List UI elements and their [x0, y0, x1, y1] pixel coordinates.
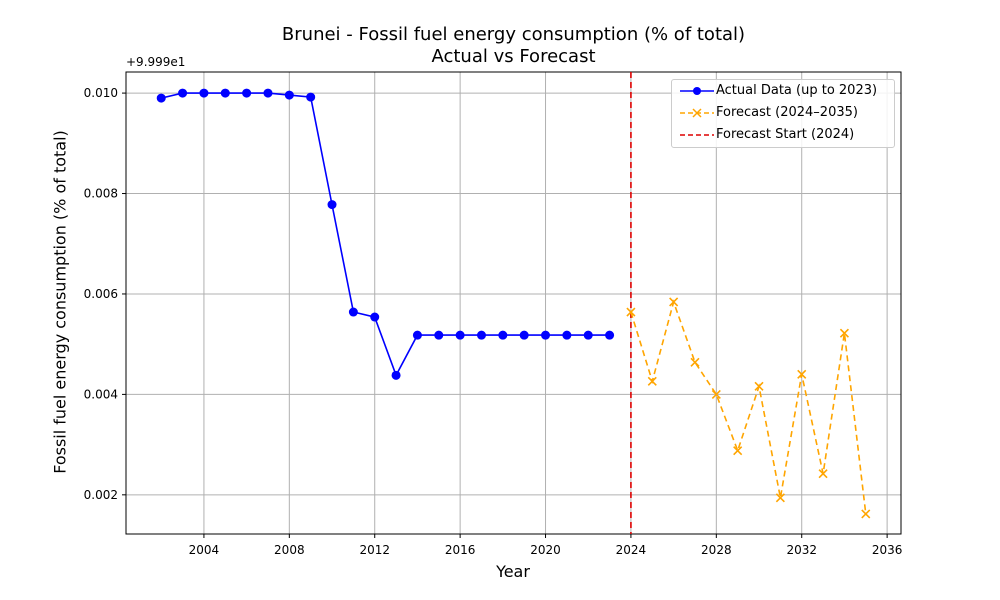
legend-label-actual: Actual Data (up to 2023) — [716, 83, 878, 98]
legend-label-forecast: Forecast (2024–2035) — [716, 105, 858, 120]
legend-label-forecast-start: Forecast Start (2024) — [716, 127, 855, 142]
forecast-data-point — [733, 446, 743, 456]
legend-item-actual: Actual Data (up to 2023) — [672, 81, 894, 101]
x-tick-label: 2024 — [616, 543, 647, 557]
legend-dashed-x-marker-icon — [680, 108, 714, 118]
forecast-data-point — [626, 307, 636, 317]
legend-line-marker-icon — [680, 87, 714, 95]
actual-data-point — [455, 330, 465, 340]
plot-frame — [125, 71, 902, 535]
actual-data-point — [178, 88, 188, 98]
forecast-data-point — [818, 469, 828, 479]
actual-data-point — [562, 330, 572, 340]
legend-item-forecast: Forecast (2024–2035) — [672, 103, 894, 123]
actual-data-point — [199, 88, 209, 98]
actual-data-point — [412, 330, 422, 340]
y-tick-label: 0.008 — [84, 187, 118, 201]
forecast-series-line — [630, 299, 867, 514]
forecast-data-point — [754, 381, 764, 391]
actual-data-point — [263, 88, 273, 98]
actual-data-point — [434, 330, 444, 340]
y-tick-label: 0.002 — [84, 488, 118, 502]
forecast-data-point — [775, 493, 785, 503]
actual-data-point — [242, 88, 252, 98]
actual-data-point — [156, 93, 166, 103]
actual-data-point — [370, 312, 380, 322]
x-tick-label: 2036 — [872, 543, 903, 557]
y-tick-label: 0.006 — [84, 287, 118, 301]
forecast-data-point — [711, 389, 721, 399]
actual-data-point — [541, 330, 551, 340]
forecast-data-point — [797, 369, 807, 379]
x-tick-label: 2016 — [445, 543, 476, 557]
x-tick-label: 2012 — [359, 543, 390, 557]
legend: Actual Data (up to 2023) Forecast (2024–… — [671, 79, 895, 148]
x-tick-label: 2032 — [786, 543, 817, 557]
actual-data-point — [220, 88, 230, 98]
chart-subtitle: Actual vs Forecast — [431, 46, 596, 67]
actual-data-point — [519, 330, 529, 340]
x-tick-label: 2028 — [701, 543, 732, 557]
actual-data-point — [348, 307, 358, 317]
actual-data-point — [391, 370, 401, 380]
actual-data-point — [498, 330, 508, 340]
actual-data-point — [476, 330, 486, 340]
forecast-data-point — [839, 328, 849, 338]
x-tick-label: 2008 — [274, 543, 305, 557]
forecast-data-point — [861, 509, 871, 519]
y-tick-label: 0.004 — [84, 387, 118, 401]
legend-item-forecast-start: Forecast Start (2024) — [672, 125, 894, 145]
x-tick-label: 2020 — [530, 543, 561, 557]
actual-data-point — [583, 330, 593, 340]
actual-data-point — [306, 92, 316, 102]
forecast-data-point — [669, 297, 679, 307]
forecast-data-point — [690, 357, 700, 367]
forecast-data-point — [647, 376, 657, 386]
actual-data-point — [284, 90, 294, 100]
y-tick-label: 0.010 — [84, 86, 118, 100]
x-axis-label: Year — [496, 562, 530, 581]
actual-series-line — [161, 92, 610, 378]
legend-dashed-line-icon — [680, 134, 714, 136]
actual-data-point — [327, 200, 337, 210]
actual-data-point — [605, 330, 615, 340]
y-axis-offset-label: +9.999e1 — [126, 55, 186, 69]
x-tick-label: 2004 — [189, 543, 220, 557]
chart-title: Brunei - Fossil fuel energy consumption … — [281, 24, 746, 45]
